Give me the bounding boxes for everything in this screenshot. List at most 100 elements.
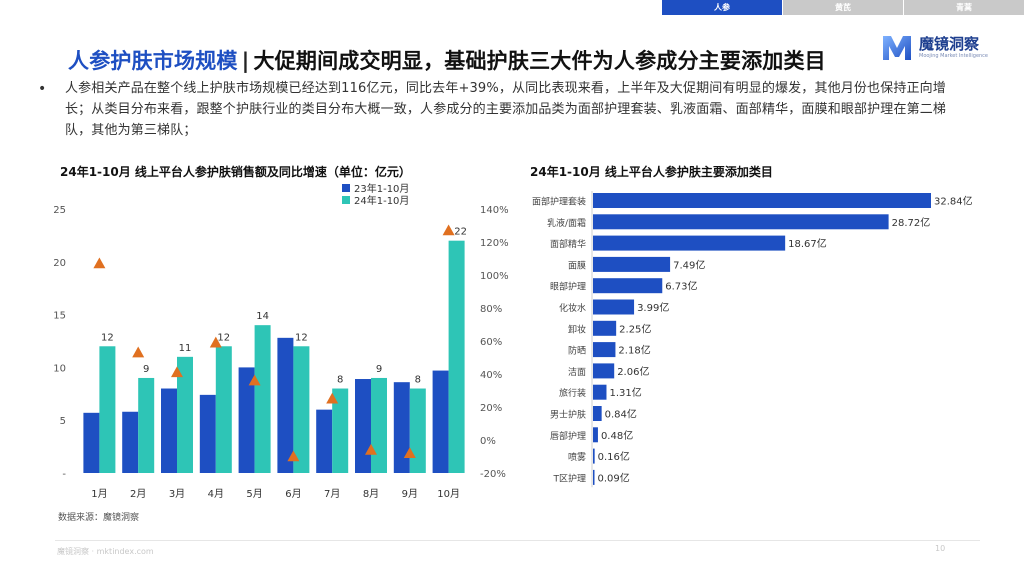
y-tick-label: 20	[53, 258, 66, 269]
legend-label: 24年1-10月	[354, 194, 409, 207]
growth-marker	[403, 447, 416, 458]
bar-2024	[254, 325, 271, 473]
bar-2023	[122, 411, 139, 473]
page-title: 人参护肤市场规模 | 大促期间成交明显，基础护肤三大件为人参成分主要添加类目	[68, 45, 826, 75]
growth-marker	[248, 374, 261, 386]
bar-2024	[99, 346, 116, 473]
bar-2023	[393, 382, 410, 473]
legend-label: 23年1-10月	[354, 182, 409, 195]
bar-2024	[371, 377, 387, 473]
data-label: 8	[415, 375, 421, 386]
growth-marker	[209, 336, 222, 348]
bar-2023	[199, 394, 216, 473]
y2-tick-label: 120%	[480, 238, 509, 249]
x-tick-label: 6月	[285, 488, 301, 500]
category-label: 面部精华	[550, 238, 586, 250]
category-bar	[593, 256, 671, 272]
x-tick-label: 3月	[169, 488, 185, 500]
category-value-label: 0.48亿	[601, 429, 633, 442]
bar-2024	[177, 356, 193, 473]
category-label: T区护理	[553, 472, 587, 484]
summary-text: 人参相关产品在整个线上护肤市场规模已经达到116亿元，同比去年+39%，从同比表…	[65, 81, 947, 138]
y2-tick-label: 40%	[480, 370, 502, 381]
category-value-label: 2.06亿	[617, 365, 649, 378]
x-tick-label: 1月	[91, 488, 107, 500]
data-label: 8	[337, 375, 343, 386]
category-label: 面部护理套装	[532, 196, 586, 208]
category-value-label: 7.49亿	[673, 258, 705, 271]
category-chart-title: 24年1-10月 线上平台人参护肤主要添加类目	[530, 165, 773, 179]
y2-tick-label: 20%	[480, 403, 502, 414]
y-tick-label: 15	[53, 311, 66, 322]
y2-tick-label: 140%	[480, 205, 509, 216]
page-title-sub: 大促期间成交明显，基础护肤三大件为人参成分主要添加类目	[253, 49, 826, 73]
data-source: 数据来源：魔镜洞察	[58, 513, 140, 523]
category-label: 面膜	[568, 260, 586, 271]
bar-2023	[355, 379, 371, 473]
logo-subtitle: Moojing Market Intelligence	[919, 52, 989, 59]
category-label: 洁面	[568, 366, 586, 378]
bullet-point: •	[38, 81, 47, 97]
data-label: 11	[179, 343, 192, 354]
bar-2024	[448, 240, 465, 473]
category-value-label: 2.18亿	[618, 344, 650, 357]
top-tabs: 人参 黄芪 青蒿	[661, 0, 1024, 15]
category-value-label: 18.67亿	[788, 237, 827, 250]
y-tick-label: 5	[60, 416, 66, 427]
y2-tick-label: 60%	[480, 337, 502, 348]
growth-marker	[93, 257, 106, 269]
page-title-main: 人参护肤市场规模	[68, 49, 238, 73]
category-bar	[593, 299, 635, 315]
category-bar	[593, 384, 607, 400]
category-label: 化妆水	[559, 302, 586, 314]
category-bar	[593, 363, 615, 379]
x-tick-label: 5月	[246, 488, 262, 500]
growth-marker	[442, 224, 455, 236]
page-title-separator: |	[241, 49, 250, 73]
x-tick-label: 9月	[402, 488, 418, 500]
logo-name: 魔镜洞察	[919, 34, 980, 53]
footer-url: 魔镜洞察 · mktindex.com	[57, 547, 154, 556]
category-value-label: 0.84亿	[605, 408, 637, 421]
tab-artemisia[interactable]: 青蒿	[904, 0, 1024, 15]
page-number: 10	[935, 544, 946, 553]
x-tick-label: 2月	[130, 488, 146, 500]
bar-2024	[409, 388, 426, 473]
growth-marker	[171, 366, 183, 378]
tab-astragalus[interactable]: 黄芪	[783, 0, 903, 15]
x-tick-label: 8月	[363, 488, 379, 500]
category-bar	[593, 406, 602, 421]
data-label: 9	[143, 364, 149, 375]
data-label: 22	[454, 227, 467, 238]
y-tick-label: 25	[53, 205, 66, 216]
category-bar	[593, 193, 931, 208]
bar-2023	[161, 388, 177, 473]
category-bar	[593, 320, 617, 336]
category-label: 男士护肤	[550, 409, 586, 421]
bar-2023	[277, 337, 294, 473]
category-bar	[593, 214, 889, 230]
bar-2024	[332, 388, 349, 473]
category-label: 唇部护理	[550, 430, 586, 442]
legend-swatch	[342, 196, 350, 204]
x-tick-label: 10月	[437, 488, 460, 500]
category-value-label: 32.84亿	[934, 195, 973, 208]
category-value-label: 28.72亿	[892, 216, 931, 229]
tab-ginseng[interactable]: 人参	[662, 0, 782, 15]
data-label: 12	[217, 332, 230, 343]
bar-2023	[83, 412, 100, 473]
bar-2023	[316, 409, 333, 473]
category-value-label: 0.09亿	[598, 471, 630, 484]
footer-divider	[55, 540, 980, 541]
y2-tick-label: -20%	[480, 469, 506, 480]
category-value-label: 6.73亿	[665, 280, 697, 293]
category-bar	[593, 469, 595, 485]
bar-2024	[215, 346, 232, 473]
brand-logo: 魔镜洞察 Moojing Market Intelligence	[880, 30, 988, 64]
category-label: 卸妆	[568, 323, 586, 335]
category-bar	[593, 342, 616, 358]
category-label: 防晒	[568, 345, 586, 357]
growth-marker	[132, 346, 145, 358]
